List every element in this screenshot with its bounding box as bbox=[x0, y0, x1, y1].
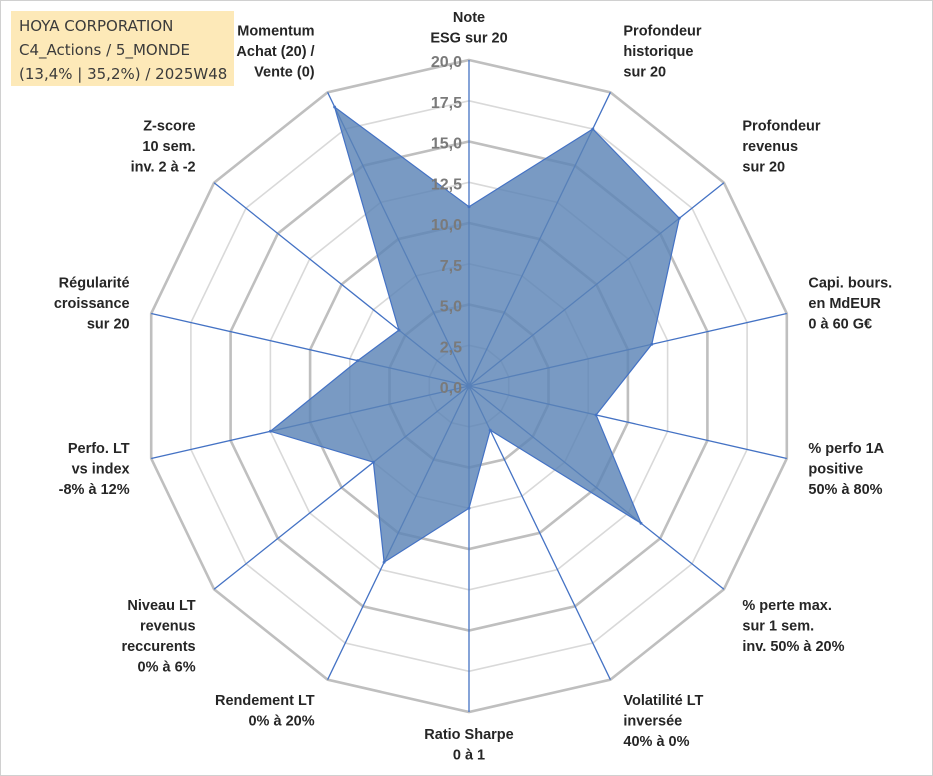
tick-layer: 0,0 2,5 5,0 7,5 10,0 12,5 15,0 17,5 20,0 bbox=[431, 54, 462, 397]
company-name: HOYA CORPORATION bbox=[19, 17, 174, 35]
series-layer bbox=[268, 105, 681, 564]
axis-label: Z-score 10 sem. inv. 2 à -2 bbox=[131, 118, 196, 175]
tick-label: 15,0 bbox=[431, 136, 462, 153]
tick-label: 7,5 bbox=[440, 258, 462, 275]
axis-label-line: vs index bbox=[72, 462, 130, 478]
data-point bbox=[382, 560, 386, 564]
axis-label: % perte max. sur 1 sem. inv. 50% à 20% bbox=[742, 598, 844, 655]
axis-label-line: 40% à 0% bbox=[623, 734, 689, 750]
axis-label: Volatilité LT inversée 40% à 0% bbox=[623, 693, 703, 750]
axis-label-line: Z-score bbox=[143, 118, 195, 134]
axis-label-line: sur 20 bbox=[742, 159, 785, 175]
stats-label: (13,4% | 35,2%) / 2025W48 bbox=[19, 65, 228, 83]
axis-label-line: ESG sur 20 bbox=[430, 31, 507, 47]
axis-label: Note ESG sur 20 bbox=[430, 10, 507, 47]
data-point bbox=[594, 413, 598, 417]
tick-label: 20,0 bbox=[431, 54, 462, 71]
tick-label: 0,0 bbox=[440, 380, 462, 397]
axis-label-line: Niveau LT bbox=[127, 598, 195, 614]
data-point bbox=[397, 328, 401, 332]
axis-label-line: Rendement LT bbox=[215, 693, 315, 709]
axis-label-line: positive bbox=[808, 462, 863, 478]
axis-label: Profondeur historique sur 20 bbox=[623, 23, 701, 80]
axis-label-line: revenus bbox=[742, 139, 798, 155]
tick-label: 12,5 bbox=[431, 176, 462, 193]
axis-label-line: Volatilité LT bbox=[623, 693, 703, 709]
axis-label-line: sur 20 bbox=[623, 64, 666, 80]
axis-label-line: Note bbox=[453, 10, 485, 26]
series-area bbox=[269, 105, 680, 564]
axis-label-line: Ratio Sharpe bbox=[424, 727, 513, 743]
tick-label: 10,0 bbox=[431, 217, 462, 234]
axis-label-line: 10 sem. bbox=[142, 139, 195, 155]
axis-label-line: historique bbox=[623, 44, 693, 60]
data-point bbox=[371, 460, 375, 464]
axis-label: Régularité croissance sur 20 bbox=[54, 275, 130, 332]
data-point bbox=[591, 127, 595, 131]
data-point bbox=[650, 342, 654, 346]
data-point bbox=[677, 216, 681, 220]
axis-label-line: Profondeur bbox=[623, 23, 701, 39]
axis-label-line: reccurents bbox=[121, 639, 195, 655]
data-point bbox=[356, 359, 360, 363]
axis-label-line: 50% à 80% bbox=[808, 482, 882, 498]
data-point bbox=[467, 506, 471, 510]
data-point bbox=[467, 205, 471, 209]
info-box: HOYA CORPORATION C4_Actions / 5_MONDE (1… bbox=[11, 11, 234, 86]
tick-label: 2,5 bbox=[440, 339, 462, 356]
axis-label-line: Régularité bbox=[59, 275, 130, 291]
data-point bbox=[488, 428, 492, 432]
axis-label-line: 0% à 6% bbox=[138, 660, 196, 676]
category-label: C4_Actions / 5_MONDE bbox=[19, 41, 190, 59]
axis-label-line: en MdEUR bbox=[808, 296, 881, 312]
axis-label-line: Momentum bbox=[237, 23, 314, 39]
axis-label-line: sur 1 sem. bbox=[742, 619, 814, 635]
axis-label-line: Vente (0) bbox=[254, 64, 315, 80]
axis-label-line: % perte max. bbox=[742, 598, 831, 614]
axis-spoke bbox=[468, 385, 611, 680]
axis-label: Profondeur revenus sur 20 bbox=[742, 118, 820, 175]
axis-label: Ratio Sharpe 0 à 1 bbox=[424, 727, 513, 764]
axis-label-line: Perfo. LT bbox=[68, 441, 130, 457]
axis-label-line: 0 à 60 G€ bbox=[808, 316, 872, 332]
axis-label: Momentum Achat (20) / Vente (0) bbox=[236, 23, 314, 80]
tick-label: 5,0 bbox=[440, 299, 462, 316]
axis-label-line: % perfo 1A bbox=[808, 441, 884, 457]
axis-label-line: Profondeur bbox=[742, 118, 820, 134]
data-point bbox=[333, 105, 337, 109]
axis-label: Rendement LT 0% à 20% bbox=[215, 693, 315, 730]
axis-label: Capi. bours. en MdEUR 0 à 60 G€ bbox=[808, 275, 892, 332]
axis-label-line: sur 20 bbox=[87, 316, 130, 332]
axis-label-line: Achat (20) / bbox=[236, 44, 314, 60]
axis-label: % perfo 1A positive 50% à 80% bbox=[808, 441, 884, 498]
axis-label-line: 0 à 1 bbox=[453, 748, 485, 764]
data-point bbox=[268, 429, 272, 433]
data-point bbox=[639, 521, 643, 525]
axis-label-layer: Note ESG sur 20 Profondeur historique sur 20… bbox=[54, 10, 892, 764]
axis-label-line: croissance bbox=[54, 296, 130, 312]
axis-label-line: -8% à 12% bbox=[59, 482, 130, 498]
axis-label-line: inv. 50% à 20% bbox=[742, 639, 844, 655]
axis-label-line: revenus bbox=[140, 619, 196, 635]
axis-label: Perfo. LT vs index -8% à 12% bbox=[59, 441, 130, 498]
axis-label-line: 0% à 20% bbox=[248, 714, 314, 730]
axis-label-line: inv. 2 à -2 bbox=[131, 159, 196, 175]
tick-label: 17,5 bbox=[431, 95, 462, 112]
axis-label: Niveau LT revenus reccurents 0% à 6% bbox=[121, 598, 195, 676]
axis-label-line: Capi. bours. bbox=[808, 275, 892, 291]
axis-label-line: inversée bbox=[623, 714, 682, 730]
